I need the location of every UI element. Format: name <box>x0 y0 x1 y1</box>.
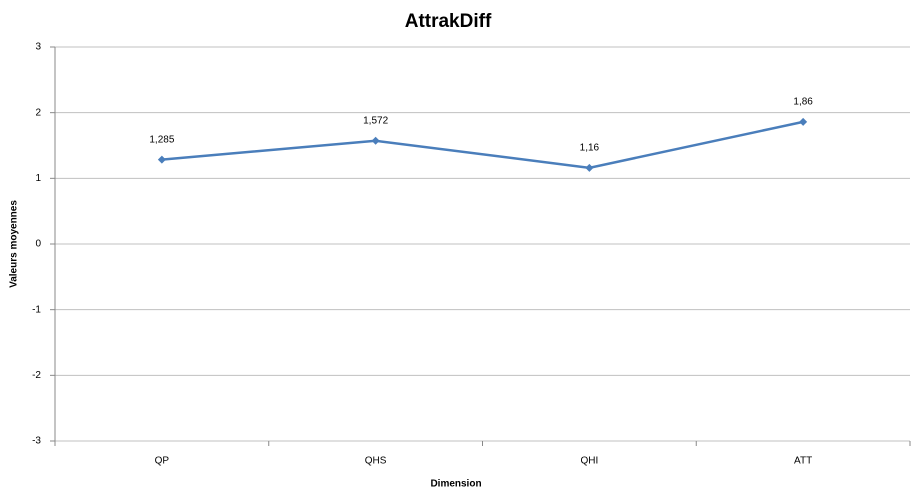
y-tick-label: 0 <box>35 239 41 250</box>
y-axis-label: Valeurs moyennes <box>9 200 20 288</box>
x-tick-label: QHI <box>580 456 598 467</box>
point-marker <box>799 117 808 126</box>
point-marker <box>371 136 380 145</box>
data-label: 1,285 <box>149 134 174 145</box>
point-marker <box>585 163 594 172</box>
x-tick-label: ATT <box>794 456 812 467</box>
y-tick-label: -3 <box>32 436 41 447</box>
y-tick-label: 1 <box>35 173 41 184</box>
chart-title: AttrakDiff <box>405 11 492 32</box>
series-line <box>161 120 804 170</box>
data-label: 1,86 <box>793 97 813 108</box>
y-tick-label: -1 <box>32 304 41 315</box>
y-tick-label: -2 <box>32 370 41 381</box>
y-tick-label: 3 <box>35 42 41 53</box>
x-tick-label: QHS <box>365 456 387 467</box>
y-tick-label: 2 <box>35 107 41 118</box>
point-marker <box>157 155 166 164</box>
x-tick-label: QP <box>155 456 170 467</box>
data-label: 1,16 <box>580 142 600 153</box>
data-label: 1,572 <box>363 115 388 126</box>
x-axis-label: Dimension <box>430 479 481 490</box>
